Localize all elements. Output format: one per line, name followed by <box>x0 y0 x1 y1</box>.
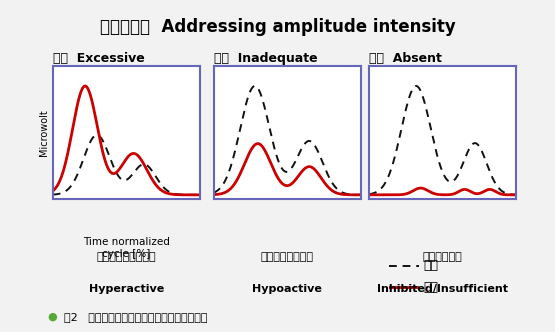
Text: ハイパーアクティブ: ハイパーアクティブ <box>97 252 156 262</box>
Y-axis label: Microwolt: Microwolt <box>38 110 48 156</box>
Text: Hyperactive: Hyperactive <box>89 284 164 294</box>
Text: 欠如  Absent: 欠如 Absent <box>369 52 442 65</box>
Text: 増加  Excessive: 増加 Excessive <box>53 52 144 65</box>
Text: 抑制／不十分: 抑制／不十分 <box>423 252 462 262</box>
Text: Hypoactive: Hypoactive <box>253 284 322 294</box>
Text: 図2   表面筋電図の異常パターン（筋活動量）: 図2 表面筋電図の異常パターン（筋活動量） <box>64 312 208 322</box>
Text: Time normalized
cycle [%]: Time normalized cycle [%] <box>83 237 170 259</box>
Text: 正常: 正常 <box>423 259 438 273</box>
Text: ハイポアクティブ: ハイポアクティブ <box>261 252 314 262</box>
Text: 異常: 異常 <box>423 281 438 294</box>
Text: 低下  Inadequate: 低下 Inadequate <box>214 52 317 65</box>
Text: Inhibited/Insufficient: Inhibited/Insufficient <box>377 284 508 294</box>
Text: ●: ● <box>47 312 57 322</box>
Text: 振幅度強度  Addressing amplitude intensity: 振幅度強度 Addressing amplitude intensity <box>100 18 455 36</box>
